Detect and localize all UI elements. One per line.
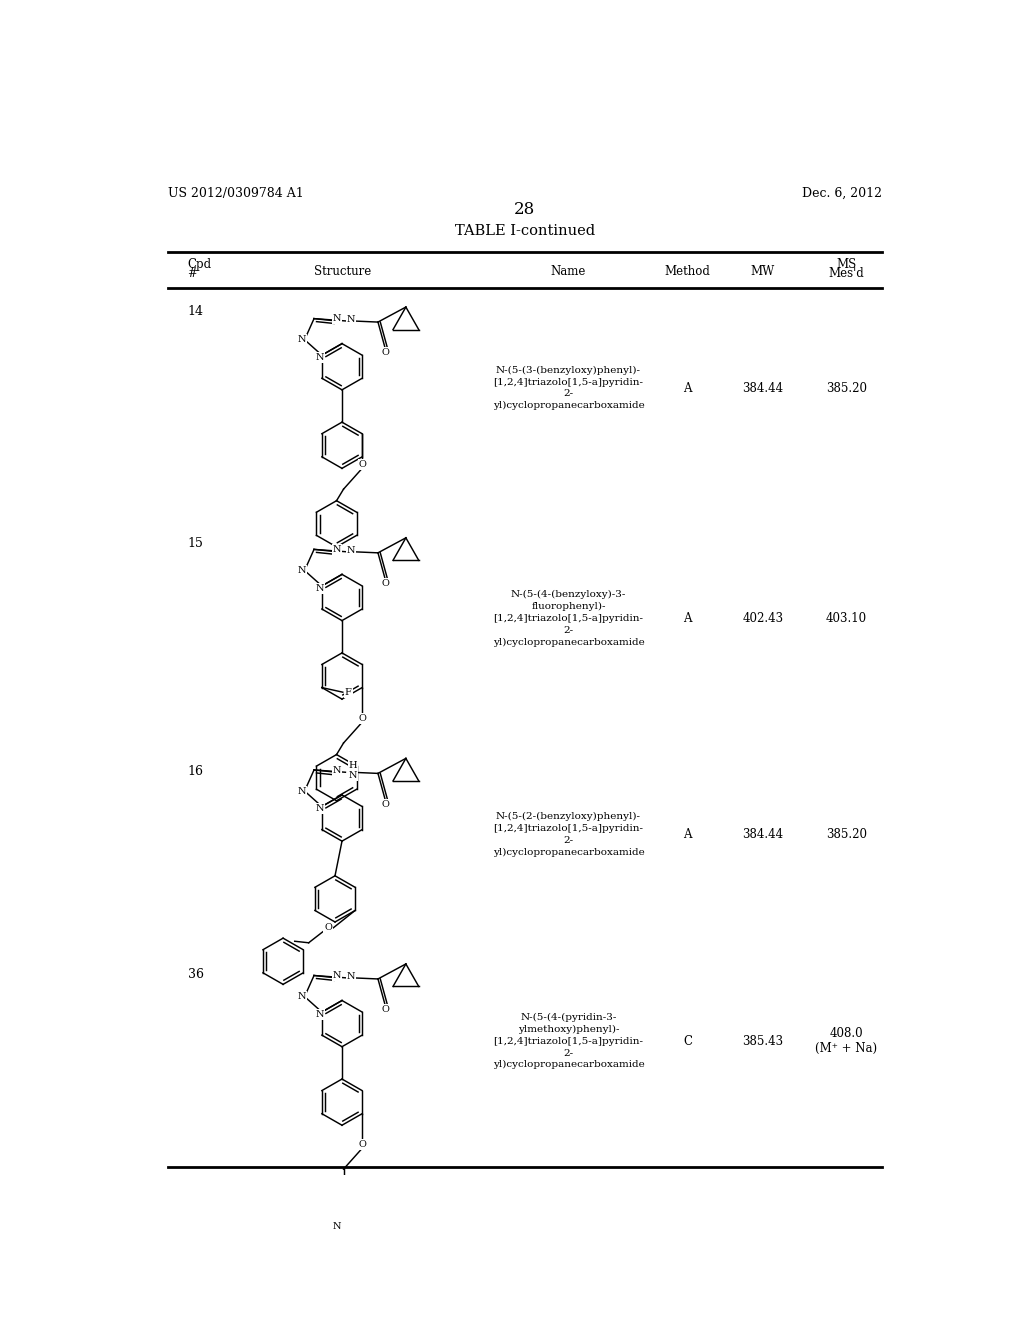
Text: 402.43: 402.43 [742, 612, 783, 624]
Text: Name: Name [551, 265, 586, 279]
Text: 403.10: 403.10 [825, 612, 866, 624]
Text: 36: 36 [187, 969, 204, 982]
Text: Method: Method [665, 265, 711, 279]
Text: O: O [382, 348, 390, 358]
Text: O: O [382, 1006, 390, 1014]
Text: O: O [359, 714, 367, 723]
Text: A: A [683, 828, 692, 841]
Text: 385.43: 385.43 [742, 1035, 783, 1048]
Text: F: F [345, 688, 351, 697]
Text: 384.44: 384.44 [742, 381, 783, 395]
Text: N-(5-(3-(benzyloxy)phenyl)-
[1,2,4]triazolo[1,5-a]pyridin-
2-
yl)cyclopropanecar: N-(5-(3-(benzyloxy)phenyl)- [1,2,4]triaz… [493, 366, 644, 411]
Text: #: # [187, 267, 198, 280]
Text: N: N [315, 352, 324, 362]
Text: N: N [315, 583, 324, 593]
Text: 14: 14 [187, 305, 204, 318]
Text: 385.20: 385.20 [825, 381, 866, 395]
Text: US 2012/0309784 A1: US 2012/0309784 A1 [168, 187, 303, 199]
Text: O: O [359, 459, 367, 469]
Text: N: N [333, 1222, 341, 1232]
Text: N: N [298, 993, 306, 1001]
Text: A: A [683, 381, 692, 395]
Text: N-(5-(4-(benzyloxy)-3-
fluorophenyl)-
[1,2,4]triazolo[1,5-a]pyridin-
2-
yl)cyclo: N-(5-(4-(benzyloxy)-3- fluorophenyl)- [1… [493, 590, 644, 647]
Text: O: O [359, 1140, 367, 1148]
Text: MW: MW [751, 265, 775, 279]
Text: N: N [298, 787, 306, 796]
Text: TABLE I-continued: TABLE I-continued [455, 224, 595, 239]
Text: N: N [347, 545, 355, 554]
Text: Cpd: Cpd [187, 257, 212, 271]
Text: N: N [315, 804, 324, 813]
Text: O: O [382, 579, 390, 589]
Text: N: N [333, 972, 341, 979]
Text: MS: MS [836, 257, 856, 271]
Text: Mes'd: Mes'd [828, 267, 864, 280]
Text: N: N [347, 972, 355, 981]
Text: N-(5-(4-(pyridin-3-
ylmethoxy)phenyl)-
[1,2,4]triazolo[1,5-a]pyridin-
2-
yl)cycl: N-(5-(4-(pyridin-3- ylmethoxy)phenyl)- [… [493, 1012, 644, 1069]
Text: N: N [333, 545, 341, 554]
Text: A: A [683, 612, 692, 624]
Text: H
N: H N [348, 762, 357, 780]
Text: Dec. 6, 2012: Dec. 6, 2012 [802, 187, 882, 199]
Text: N: N [298, 335, 306, 345]
Text: N: N [333, 314, 341, 323]
Text: 28: 28 [514, 201, 536, 218]
Text: 408.0
(M⁺ + Na): 408.0 (M⁺ + Na) [815, 1027, 878, 1055]
Text: N: N [347, 315, 355, 323]
Text: N: N [333, 766, 341, 775]
Text: 385.20: 385.20 [825, 828, 866, 841]
Text: 15: 15 [187, 536, 204, 549]
Text: N-(5-(2-(benzyloxy)phenyl)-
[1,2,4]triazolo[1,5-a]pyridin-
2-
yl)cyclopropanecar: N-(5-(2-(benzyloxy)phenyl)- [1,2,4]triaz… [493, 812, 644, 857]
Text: O: O [324, 923, 332, 932]
Text: N: N [315, 1010, 324, 1019]
Text: 384.44: 384.44 [742, 828, 783, 841]
Text: 16: 16 [187, 766, 204, 779]
Text: N: N [298, 566, 306, 576]
Text: Structure: Structure [313, 265, 371, 279]
Text: C: C [683, 1035, 692, 1048]
Text: O: O [382, 800, 390, 809]
